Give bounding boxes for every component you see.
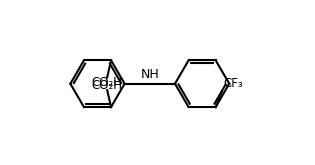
Text: CO₂H: CO₂H (92, 76, 123, 89)
Text: CO₂H: CO₂H (92, 79, 123, 92)
Text: CF₃: CF₃ (223, 77, 243, 90)
Text: NH: NH (140, 68, 159, 81)
